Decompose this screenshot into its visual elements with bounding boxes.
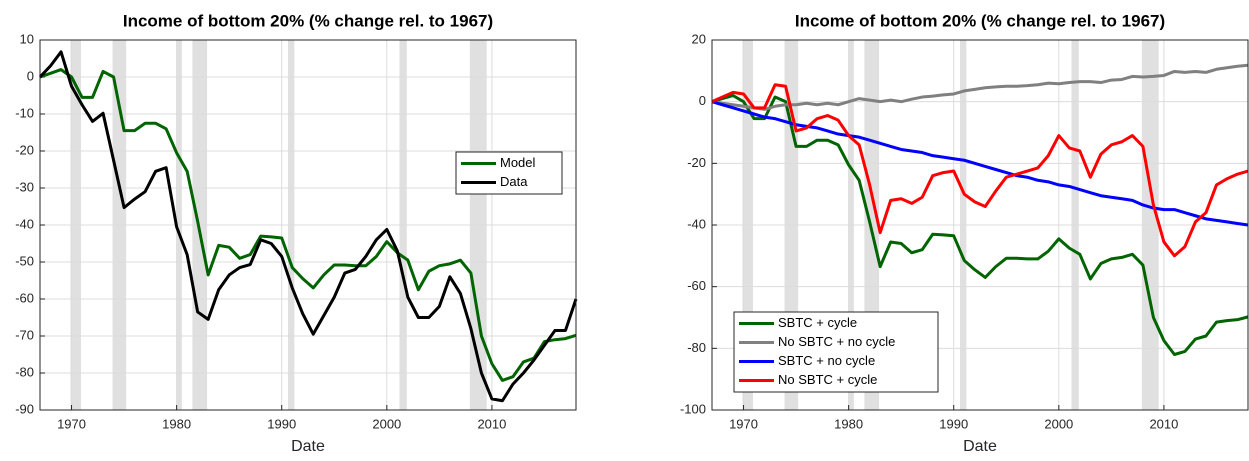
- chart-title: Income of bottom 20% (% change rel. to 1…: [123, 11, 493, 30]
- series-line: [38, 50, 578, 403]
- panel: -100 -80 -60 -40 -20 0 20 1970 1980 1990 2000 2010 I…: [680, 11, 1249, 455]
- legend: SBTC + cycle No SBTC + no cycle SBTC + no …: [733, 311, 939, 393]
- x-tick-label: 2010: [1149, 416, 1178, 431]
- y-tick-label: -70: [15, 327, 34, 342]
- y-tick-label: -40: [15, 216, 34, 231]
- y-tick-label: 10: [20, 31, 34, 46]
- x-axis-label: Date: [291, 438, 325, 455]
- axes-box: [711, 39, 1249, 411]
- y-tick-label: 20: [692, 31, 706, 46]
- y-tick-label: -100: [680, 401, 706, 416]
- legend-box: [455, 151, 563, 195]
- y-tick-label: 0: [27, 68, 34, 83]
- y-tick-label: 0: [699, 93, 706, 108]
- x-axis-label: Date: [963, 438, 997, 455]
- legend-box: [733, 311, 939, 393]
- y-tick-label: -40: [687, 216, 706, 231]
- y-tick-label: -60: [15, 290, 34, 305]
- legend-label: No SBTC + cycle: [778, 372, 877, 387]
- y-tick-label: -60: [687, 278, 706, 293]
- axes-box: [39, 39, 577, 411]
- series-line: [711, 100, 1249, 227]
- series-line: [711, 94, 1249, 356]
- y-tick-label: -90: [15, 401, 34, 416]
- y-tick-label: -80: [687, 340, 706, 355]
- x-tick-label: 1970: [57, 416, 86, 431]
- x-tick-label: 1990: [267, 416, 296, 431]
- x-tick-label: 2000: [1044, 416, 1073, 431]
- legend-label: Data: [500, 174, 528, 189]
- y-tick-label: -50: [15, 253, 34, 268]
- series-line: [711, 83, 1249, 258]
- chart-title: Income of bottom 20% (% change rel. to 1…: [795, 11, 1165, 30]
- y-tick-label: -80: [15, 364, 34, 379]
- x-tick-label: 1980: [834, 416, 863, 431]
- y-tick-label: -30: [15, 179, 34, 194]
- y-tick-label: -20: [15, 142, 34, 157]
- x-tick-label: 1990: [939, 416, 968, 431]
- series-line: [711, 63, 1249, 111]
- legend-label: No SBTC + no cycle: [778, 334, 895, 349]
- legend-label: Model: [500, 155, 536, 170]
- y-tick-label: -20: [687, 155, 706, 170]
- legend: Model Data: [455, 151, 563, 195]
- legend-label: SBTC + no cycle: [778, 353, 875, 368]
- series-line: [39, 68, 577, 382]
- panel: -90 -80 -70 -60 -50 -40 -30 -20 -10 0 10 1970 1980 19…: [15, 11, 578, 455]
- x-tick-label: 2000: [372, 416, 401, 431]
- x-tick-label: 2010: [477, 416, 506, 431]
- x-tick-label: 1980: [162, 416, 191, 431]
- y-tick-label: -10: [15, 105, 34, 120]
- legend-label: SBTC + cycle: [778, 315, 857, 330]
- x-tick-label: 1970: [729, 416, 758, 431]
